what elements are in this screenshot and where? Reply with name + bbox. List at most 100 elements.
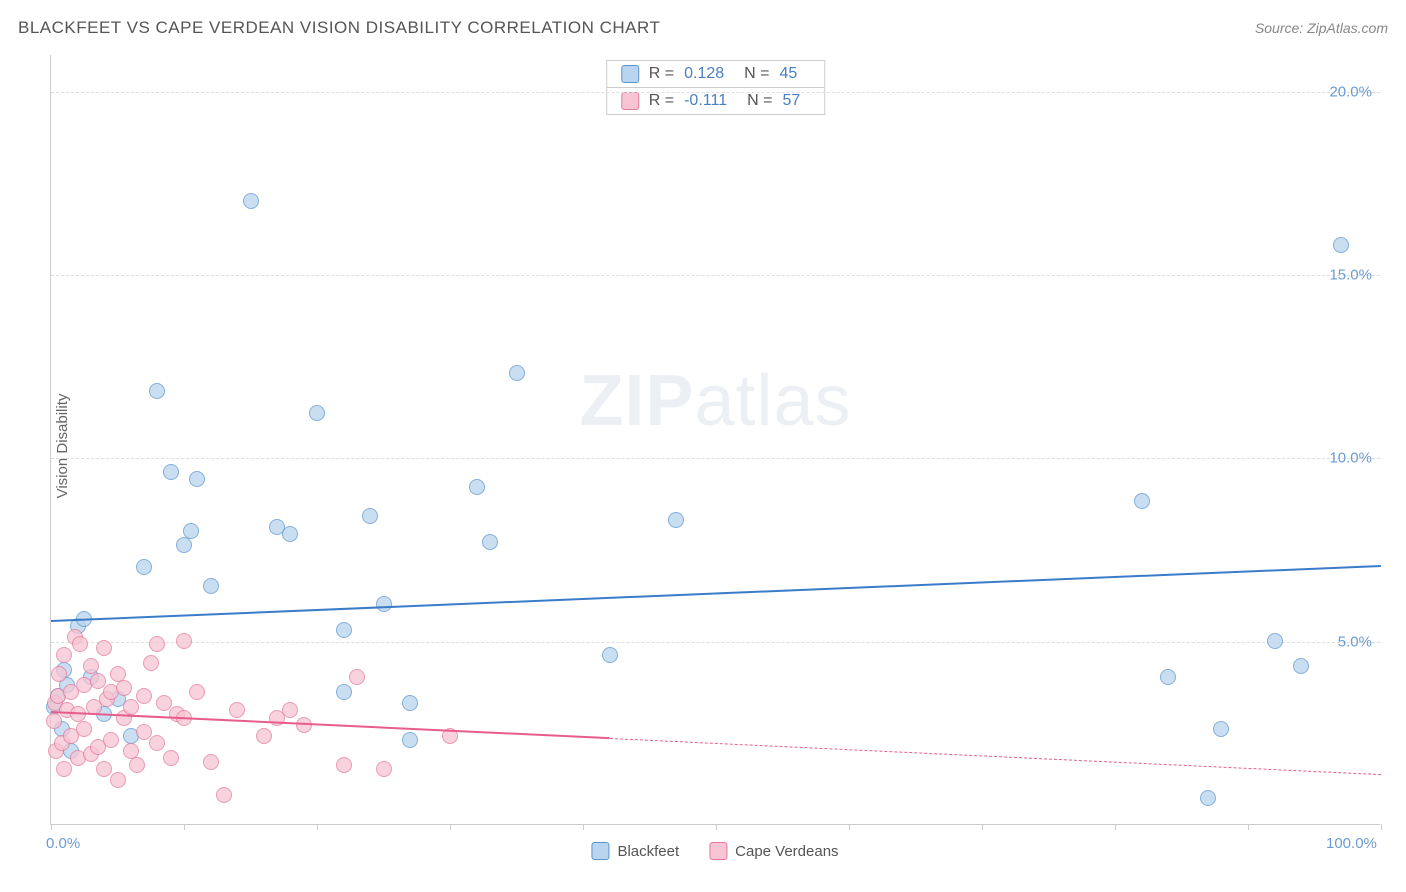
scatter-point bbox=[136, 688, 152, 704]
stat-r-value: -0.111 bbox=[684, 92, 727, 110]
x-tick-label: 0.0% bbox=[46, 835, 80, 852]
x-tick bbox=[583, 824, 584, 830]
legend-item: Cape Verdeans bbox=[709, 842, 838, 860]
legend-swatch bbox=[621, 92, 639, 110]
x-tick bbox=[450, 824, 451, 830]
page-title: BLACKFEET VS CAPE VERDEAN VISION DISABIL… bbox=[18, 18, 660, 38]
scatter-point bbox=[189, 684, 205, 700]
scatter-point bbox=[163, 464, 179, 480]
x-tick bbox=[1115, 824, 1116, 830]
stat-r-value: 0.128 bbox=[684, 65, 724, 83]
scatter-point bbox=[362, 508, 378, 524]
scatter-point bbox=[56, 761, 72, 777]
x-tick bbox=[982, 824, 983, 830]
scatter-point bbox=[216, 787, 232, 803]
scatter-point bbox=[668, 512, 684, 528]
trend-line bbox=[51, 565, 1381, 622]
scatter-point bbox=[376, 761, 392, 777]
scatter-point bbox=[1134, 493, 1150, 509]
scatter-point bbox=[123, 699, 139, 715]
stat-n-value: 45 bbox=[779, 65, 797, 83]
source-label: Source: ZipAtlas.com bbox=[1255, 20, 1388, 36]
scatter-point bbox=[83, 658, 99, 674]
scatter-point bbox=[336, 684, 352, 700]
x-tick bbox=[51, 824, 52, 830]
scatter-point bbox=[203, 578, 219, 594]
scatter-point bbox=[282, 526, 298, 542]
scatter-point bbox=[1267, 633, 1283, 649]
scatter-point bbox=[163, 750, 179, 766]
legend-swatch bbox=[709, 842, 727, 860]
scatter-point bbox=[149, 383, 165, 399]
scatter-point bbox=[243, 193, 259, 209]
scatter-point bbox=[349, 669, 365, 685]
scatter-point bbox=[176, 633, 192, 649]
scatter-point bbox=[76, 721, 92, 737]
scatter-point bbox=[336, 622, 352, 638]
scatter-point bbox=[509, 365, 525, 381]
scatter-point bbox=[96, 640, 112, 656]
chart-area: ZIPatlas R = 0.128 N = 45 R = -0.111 N = 57… bbox=[50, 55, 1380, 825]
scatter-point bbox=[1333, 237, 1349, 253]
scatter-point bbox=[256, 728, 272, 744]
legend-item: Blackfeet bbox=[591, 842, 679, 860]
watermark: ZIPatlas bbox=[579, 360, 851, 442]
scatter-point bbox=[1293, 658, 1309, 674]
y-tick-label: 10.0% bbox=[1329, 450, 1372, 467]
x-tick bbox=[1248, 824, 1249, 830]
x-tick-label: 100.0% bbox=[1326, 835, 1377, 852]
scatter-point bbox=[72, 636, 88, 652]
stat-n-label: N = bbox=[747, 92, 772, 110]
x-tick bbox=[716, 824, 717, 830]
y-tick-label: 20.0% bbox=[1329, 83, 1372, 100]
scatter-point bbox=[1160, 669, 1176, 685]
stat-n-label: N = bbox=[744, 65, 769, 83]
scatter-point bbox=[203, 754, 219, 770]
scatter-point bbox=[123, 743, 139, 759]
y-tick-label: 15.0% bbox=[1329, 267, 1372, 284]
stats-box: R = 0.128 N = 45 R = -0.111 N = 57 bbox=[606, 60, 825, 115]
x-tick bbox=[849, 824, 850, 830]
stats-row: R = 0.128 N = 45 bbox=[607, 61, 824, 88]
scatter-point bbox=[51, 666, 67, 682]
scatter-point bbox=[136, 724, 152, 740]
stat-r-label: R = bbox=[649, 65, 674, 83]
plot-region: ZIPatlas R = 0.128 N = 45 R = -0.111 N = 57… bbox=[50, 55, 1380, 825]
legend-swatch bbox=[621, 65, 639, 83]
scatter-point bbox=[336, 757, 352, 773]
scatter-point bbox=[189, 471, 205, 487]
scatter-point bbox=[1213, 721, 1229, 737]
scatter-point bbox=[282, 702, 298, 718]
gridline-h bbox=[51, 275, 1380, 276]
stat-n-value: 57 bbox=[782, 92, 800, 110]
bottom-legend: Blackfeet Cape Verdeans bbox=[591, 842, 838, 860]
scatter-point bbox=[149, 735, 165, 751]
scatter-point bbox=[129, 757, 145, 773]
scatter-point bbox=[143, 655, 159, 671]
scatter-point bbox=[482, 534, 498, 550]
scatter-point bbox=[376, 596, 392, 612]
scatter-point bbox=[103, 732, 119, 748]
gridline-h bbox=[51, 642, 1380, 643]
scatter-point bbox=[56, 647, 72, 663]
scatter-point bbox=[402, 695, 418, 711]
scatter-point bbox=[110, 666, 126, 682]
stat-r-label: R = bbox=[649, 92, 674, 110]
x-tick bbox=[184, 824, 185, 830]
scatter-point bbox=[156, 695, 172, 711]
trend-line bbox=[610, 738, 1381, 775]
scatter-point bbox=[96, 761, 112, 777]
scatter-point bbox=[1200, 790, 1216, 806]
scatter-point bbox=[229, 702, 245, 718]
x-tick bbox=[317, 824, 318, 830]
scatter-point bbox=[110, 772, 126, 788]
gridline-h bbox=[51, 458, 1380, 459]
scatter-point bbox=[149, 636, 165, 652]
scatter-point bbox=[90, 673, 106, 689]
scatter-point bbox=[116, 680, 132, 696]
scatter-point bbox=[136, 559, 152, 575]
x-tick bbox=[1381, 824, 1382, 830]
scatter-point bbox=[176, 537, 192, 553]
scatter-point bbox=[402, 732, 418, 748]
y-tick-label: 5.0% bbox=[1338, 633, 1372, 650]
